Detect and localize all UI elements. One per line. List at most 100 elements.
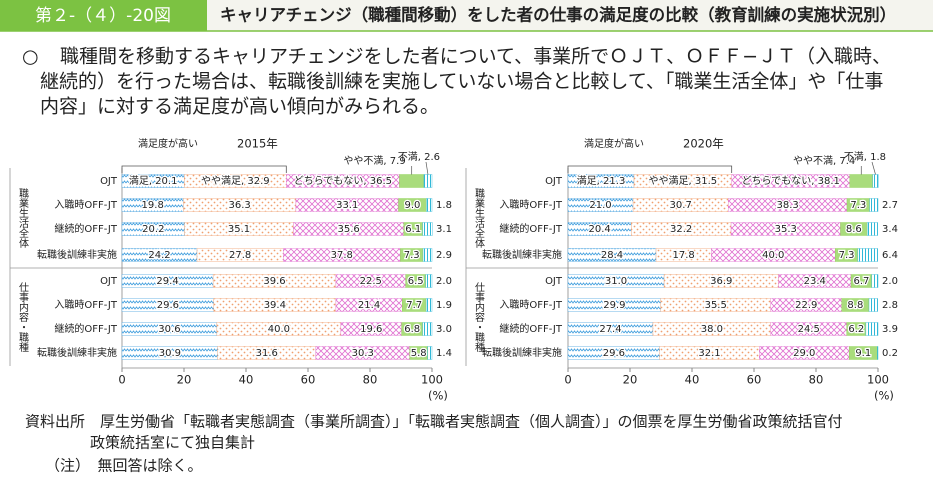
value-label: 30.3 [352,348,374,359]
x-tick-label: 60 [747,373,762,387]
value-label: 23.4 [804,276,826,287]
summary-line: 職種間を移動するキャリアチェンジをした者について、事業所でＯＪＴ、ＯＦＦ−ＪＴ（… [60,46,891,68]
source-text: 厚生労働省「転職者実態調査（事業所調査）」「転職者実態調査（個人調査）」の個票を… [100,413,843,431]
bar-segment [425,274,433,288]
value-label: 3.9 [882,324,898,335]
value-label: 37.8 [331,250,353,261]
source-label: 資料出所 [25,413,85,431]
x-unit: (%) [428,389,448,403]
value-label: 満足, 21.3 [577,175,626,187]
x-tick-label: 20 [623,373,638,387]
category-label: OJT [100,176,118,187]
category-label: OJT [545,276,563,287]
value-label: 38.0 [701,324,723,335]
value-label: 1.4 [436,348,452,359]
value-label: 22.9 [795,300,817,311]
note: （注） 無回答は除く。 [45,457,203,475]
group-label: 仕事内容・職種 [17,281,29,353]
category-label: OJT [545,176,563,187]
value-label: 27.4 [599,324,621,335]
value-label: 32.2 [670,224,692,235]
x-tick-label: 100 [421,373,443,387]
bar-segment [871,274,879,288]
chart-title: 2015年 [237,137,278,151]
value-label: 6.4 [882,250,898,261]
value-label: 40.0 [762,250,784,261]
value-label: 29.6 [603,348,625,359]
value-label: 2.9 [436,250,452,261]
value-label: 1.8 [436,200,452,211]
group-label: 職業生活全体 [473,188,485,249]
value-label: 不満, 2.6 [398,151,440,163]
value-label: 8.8 [847,300,863,311]
category-label: 転職後訓練非実施 [482,346,562,359]
bar-segment [849,174,873,188]
value-label: やや満足, 31.5 [649,175,718,187]
annotation: 満足度が高い [138,137,198,150]
value-label: 35.1 [228,224,250,235]
value-label: 29.4 [156,276,178,287]
figure-number-box [0,0,207,31]
value-label: 19.8 [142,200,164,211]
category-label: 継続的OFF-JT [54,222,117,235]
x-tick-label: 20 [177,373,192,387]
source-text: 政策統括室にて独自集計 [90,434,255,452]
value-label: 6.7 [853,276,869,287]
value-label: 7.3 [839,250,855,261]
value-label: 3.1 [436,224,452,235]
value-label: 29.9 [603,300,625,311]
value-label: 35.5 [705,300,727,311]
value-label: 29.6 [157,300,179,311]
value-label: 7.3 [404,250,420,261]
value-label: 2.0 [436,276,452,287]
bar-segment [399,174,425,188]
value-label: 24.5 [798,324,820,335]
value-label: 3.4 [882,224,898,235]
value-label: 9.0 [405,200,421,211]
value-label: 2.7 [882,200,898,211]
category-label: 転職後訓練非実施 [37,346,117,359]
value-label: 21.4 [358,300,380,311]
value-label: 9.1 [855,348,871,359]
value-label: 20.4 [588,224,610,235]
value-label: 35.3 [775,224,797,235]
value-label: 0.2 [882,348,898,359]
leader-line [425,161,429,175]
bar-segment [423,174,433,188]
bar-segment [877,346,879,360]
value-label: やや満足, 32.9 [201,175,270,187]
value-label: 5.8 [411,348,427,359]
category-label: 継続的OFF-JT [54,322,117,335]
value-label: 6.8 [404,324,420,335]
category-label: 転職後訓練非実施 [482,248,562,261]
value-label: 35.6 [337,224,359,235]
bar-segment [422,248,433,262]
bar-segment [868,298,878,312]
value-label: 32.1 [698,348,720,359]
x-tick-label: 0 [118,373,125,387]
value-label: 27.8 [229,250,251,261]
value-label: やや不満, 7.4 [793,155,855,167]
figure-number: 第２-（４）-20図 [35,6,171,26]
value-label: 30.9 [159,348,181,359]
value-label: どちらでもない, 38.1 [742,175,840,187]
value-label: 31.6 [256,348,278,359]
value-label: 8.6 [846,224,862,235]
value-label: 39.4 [264,300,286,311]
value-label: 19.6 [360,324,382,335]
bullet: ○ [22,46,39,68]
value-label: 満足, 20.1 [129,175,178,187]
category-label: 入職時OFF-JT [54,299,117,311]
x-tick-label: 40 [239,373,254,387]
group-label: 仕事内容・職種 [473,281,485,353]
value-label: 7.3 [850,200,866,211]
chart-title: 2020年 [683,137,724,151]
annotation: 満足度が高い [584,137,644,150]
value-label: 38.3 [777,200,799,211]
value-label: 6.1 [405,224,421,235]
value-label: 不満, 1.8 [844,151,886,163]
bar-segment [422,222,433,236]
value-label: 36.9 [710,276,732,287]
title-box [207,0,933,31]
category-label: 継続的OFF-JT [499,222,562,235]
